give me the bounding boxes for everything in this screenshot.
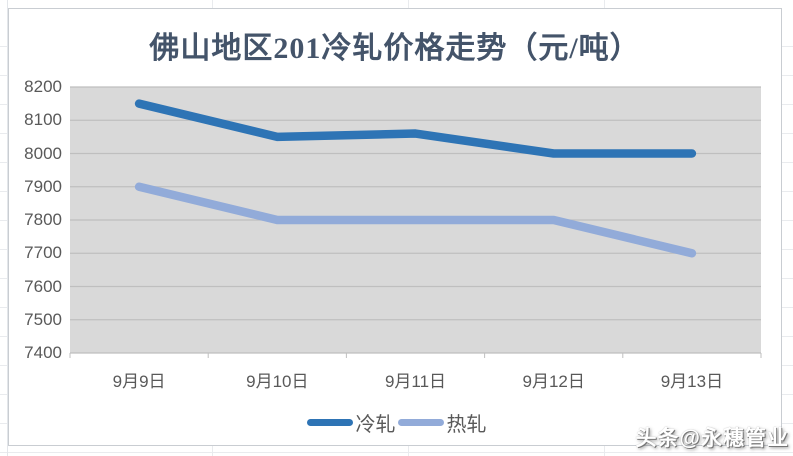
legend-line-swatch xyxy=(306,418,353,426)
legend-label: 热轧 xyxy=(446,413,487,436)
y-tick-label: 7600 xyxy=(24,276,62,296)
legend-line-swatch xyxy=(397,418,444,426)
watermark: 头条@永穗管业 xyxy=(635,427,789,450)
y-tick-label: 7700 xyxy=(24,243,62,263)
y-tick-label: 8000 xyxy=(24,143,62,163)
chart-legend: 冷轧 热轧 xyxy=(0,408,793,437)
y-tick-label: 7500 xyxy=(24,309,62,329)
y-tick-label: 8100 xyxy=(24,110,62,130)
x-tick-label: 9月9日 xyxy=(112,372,166,391)
spreadsheet-grid-column-line xyxy=(7,0,8,456)
legend-item-热轧: 热轧 xyxy=(397,408,487,437)
y-tick-label: 8200 xyxy=(24,77,62,96)
chart-title: 佛山地区201冷轧价格走势（元/吨） xyxy=(149,32,641,65)
y-tick-label: 7900 xyxy=(24,176,62,196)
legend-item-冷轧: 冷轧 xyxy=(306,408,396,437)
x-tick-label: 9月10日 xyxy=(246,372,309,391)
x-tick-label: 9月13日 xyxy=(660,372,724,391)
x-tick-label: 9月12日 xyxy=(522,372,585,391)
x-tick-label: 9月11日 xyxy=(384,372,447,391)
y-tick-label: 7400 xyxy=(24,343,62,362)
y-tick-label: 7800 xyxy=(24,210,62,229)
legend-label: 冷轧 xyxy=(355,413,396,436)
